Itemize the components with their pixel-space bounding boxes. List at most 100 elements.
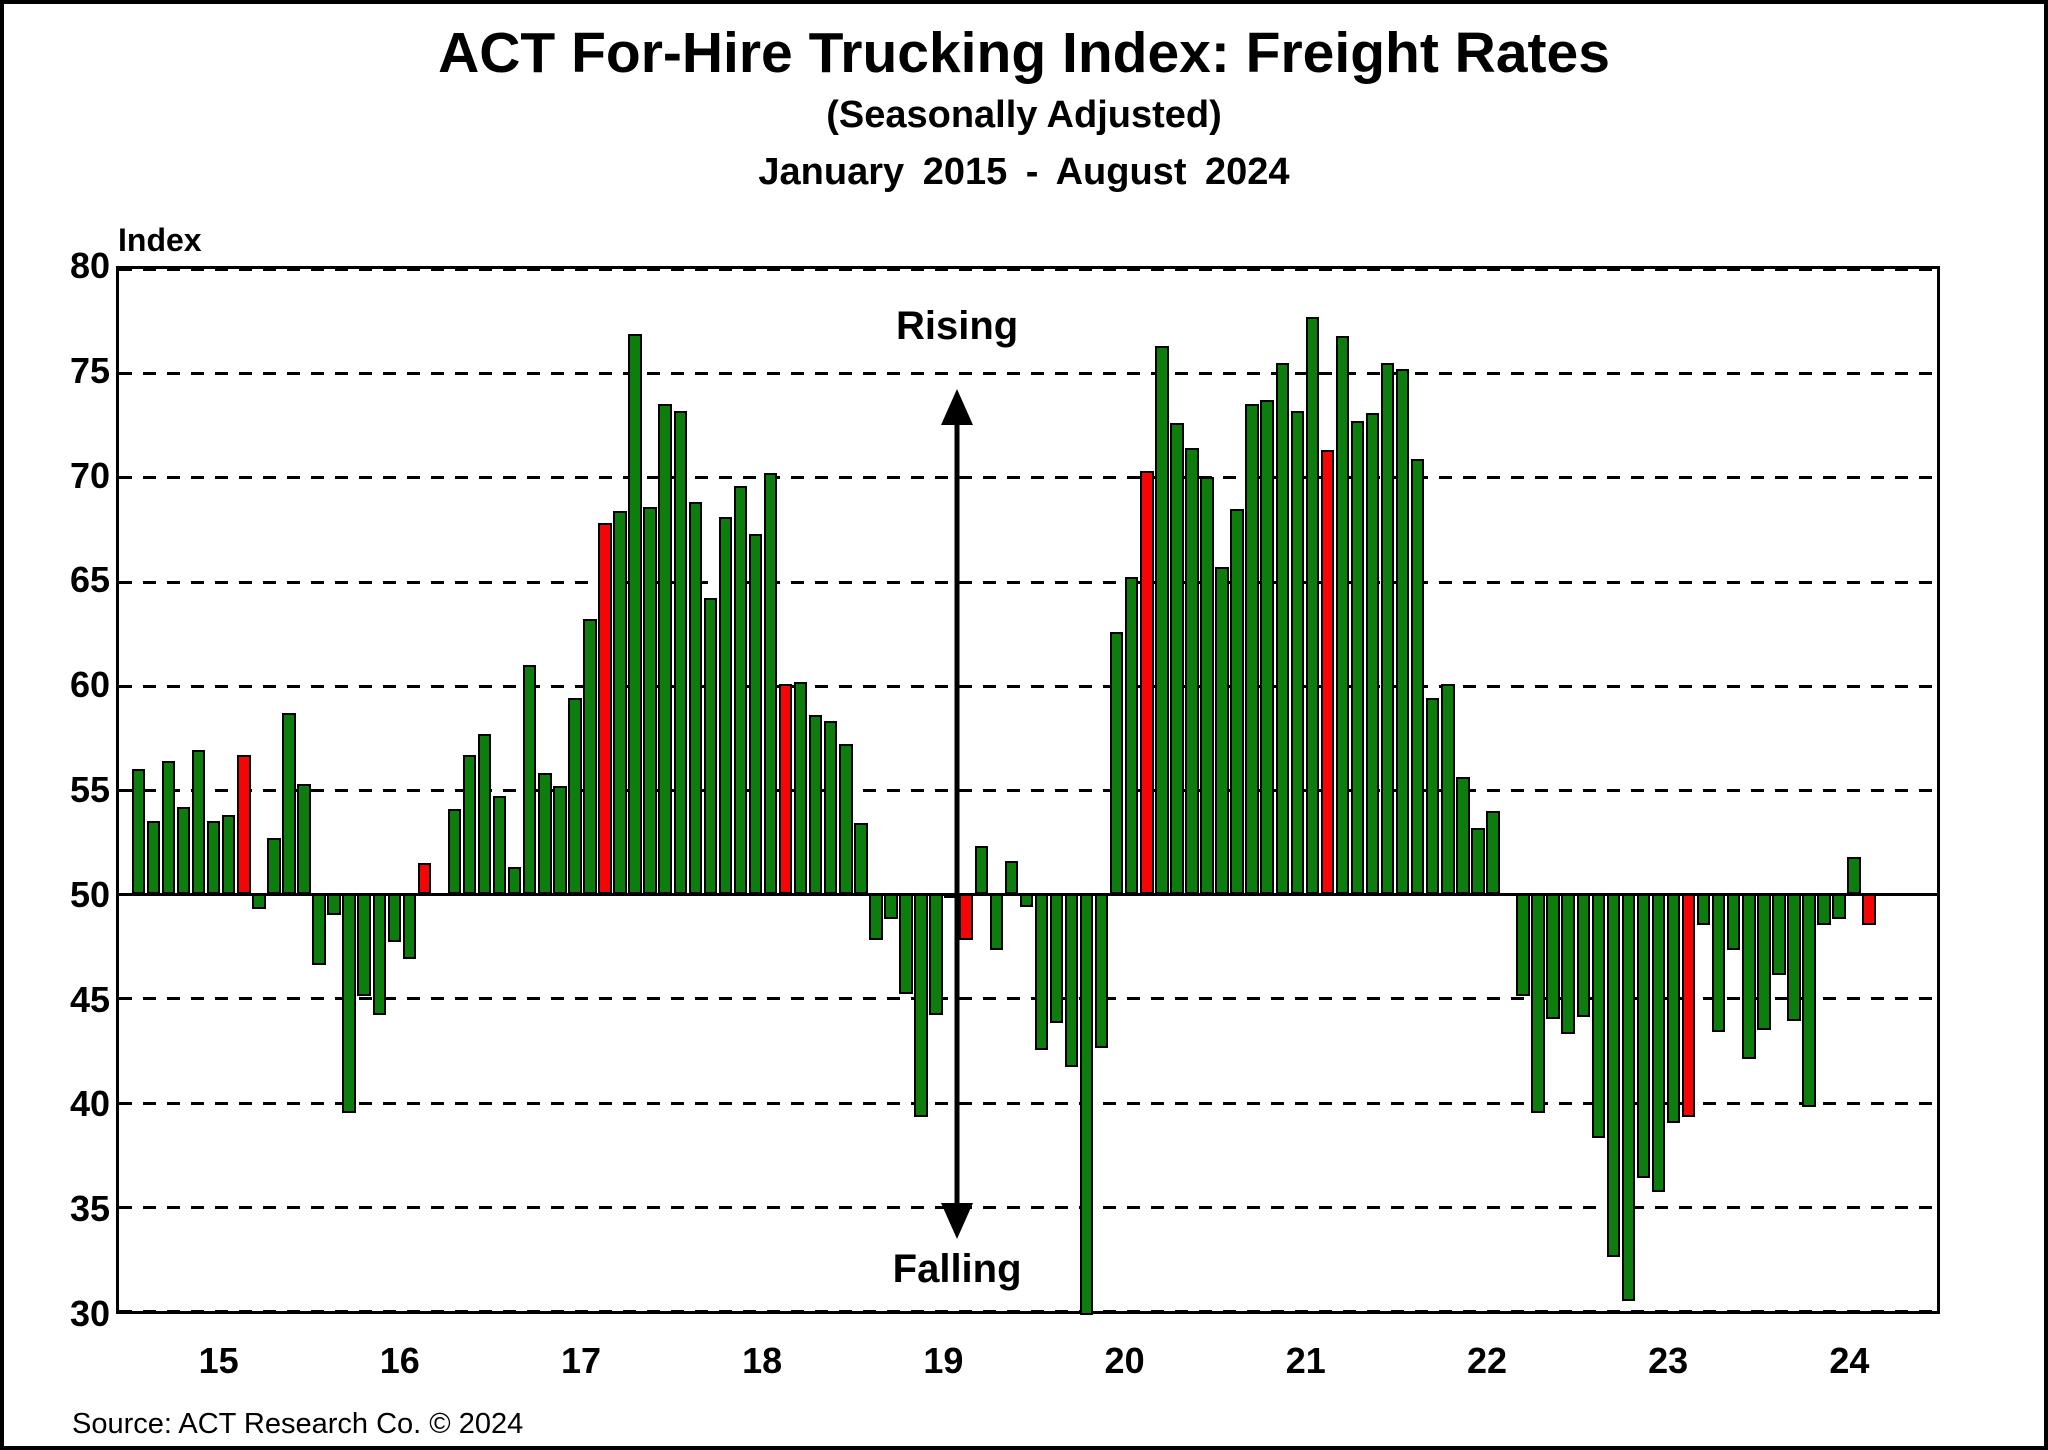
bar-2018-08	[778, 683, 793, 895]
gridline-30	[119, 1310, 1937, 1313]
bar-2019-06	[929, 894, 943, 1016]
bar-2022-07	[1486, 810, 1500, 895]
y-tick-70: 70	[69, 454, 110, 496]
x-tick-15: 15	[198, 1340, 239, 1381]
x-tick-20: 20	[1104, 1340, 1145, 1381]
x-tick-23: 23	[1648, 1340, 1689, 1381]
bar-2015-11	[282, 712, 296, 895]
bar-2021-06	[1290, 410, 1305, 895]
y-tick-65: 65	[69, 559, 110, 601]
bar-2021-04	[1260, 400, 1274, 895]
bar-2022-01	[1395, 369, 1410, 895]
bar-2018-10	[808, 714, 823, 895]
bar-2019-03	[884, 894, 898, 920]
bar-2023-08	[1681, 894, 1696, 1118]
bar-2016-07	[402, 894, 417, 959]
bar-2022-10	[1531, 894, 1545, 1113]
bar-2017-01	[492, 796, 507, 895]
bar-2015-07	[222, 815, 236, 895]
x-tick-21: 21	[1285, 1340, 1326, 1381]
y-axis-title: Index	[118, 222, 202, 258]
arrow-shaft	[954, 418, 960, 1210]
bar-2018-02	[688, 502, 703, 895]
bar-2020-05	[1094, 894, 1109, 1049]
bar-2018-07	[763, 473, 778, 895]
bar-2017-03	[523, 664, 537, 895]
plot-area: Rising Falling	[116, 266, 1940, 1316]
bar-2022-12	[1561, 894, 1575, 1034]
bar-2015-10	[267, 837, 281, 895]
bar-2023-12	[1742, 894, 1756, 1059]
bar-2021-10	[1350, 421, 1365, 895]
bar-2023-02	[1591, 894, 1606, 1138]
bar-2016-08	[417, 862, 432, 895]
bar-2015-06	[206, 821, 221, 895]
bar-2021-12	[1380, 362, 1395, 895]
bar-2023-06	[1651, 894, 1666, 1193]
gridline-35	[119, 1205, 1937, 1209]
bar-2016-11	[462, 754, 477, 895]
bar-2022-09	[1516, 894, 1530, 997]
bar-2019-09	[974, 846, 988, 895]
bar-2023-01	[1576, 894, 1590, 1018]
bar-2023-05	[1636, 894, 1651, 1178]
bar-2017-04	[538, 773, 552, 895]
bar-2024-01	[1757, 894, 1771, 1030]
gridline-65	[119, 580, 1937, 584]
bar-2015-01	[131, 769, 146, 895]
bar-2023-07	[1666, 894, 1681, 1124]
bar-2017-10	[628, 333, 642, 895]
arrow-down-icon	[941, 1203, 974, 1240]
bar-2024-02	[1772, 894, 1786, 976]
y-tick-55: 55	[69, 769, 110, 810]
y-axis-labels: 80 75 70 65 60 55 50 45 40 35 30	[4, 4, 110, 1446]
bar-2019-08	[959, 894, 973, 941]
bar-2022-03	[1426, 698, 1440, 895]
y-tick-35: 35	[69, 1188, 110, 1230]
bar-2016-01	[312, 894, 326, 966]
x-tick-17: 17	[560, 1340, 602, 1381]
bar-2018-11	[824, 721, 838, 895]
bar-2020-09	[1155, 346, 1169, 895]
bar-2017-05	[553, 785, 567, 895]
gridline-75	[119, 372, 1937, 376]
bar-2016-04	[357, 894, 371, 997]
bar-2018-03	[703, 598, 718, 895]
bar-2024-06	[1832, 894, 1846, 920]
x-tick-24: 24	[1829, 1340, 1870, 1381]
x-tick-22: 22	[1466, 1340, 1507, 1381]
bar-2015-09	[252, 894, 266, 909]
bar-2017-08	[598, 523, 612, 895]
bar-2024-07	[1847, 856, 1861, 895]
bar-2019-11	[1004, 860, 1019, 895]
y-tick-75: 75	[69, 349, 110, 391]
bar-2015-02	[146, 821, 161, 895]
bar-2018-01	[673, 410, 687, 895]
bar-2022-04	[1441, 683, 1455, 895]
bar-2015-05	[191, 750, 206, 895]
bar-2021-11	[1365, 412, 1380, 895]
bar-2022-11	[1546, 894, 1560, 1020]
bar-2022-05	[1456, 777, 1470, 895]
x-tick-19: 19	[923, 1340, 964, 1381]
bar-2019-12	[1019, 894, 1034, 907]
bar-2018-12	[839, 744, 853, 895]
bar-2016-12	[477, 733, 492, 895]
bar-2016-10	[447, 808, 462, 895]
bar-2020-04	[1079, 894, 1094, 1316]
bar-2017-09	[613, 510, 627, 895]
gridline-60	[119, 684, 1937, 688]
y-tick-40: 40	[69, 1083, 110, 1125]
chart-title: ACT For-Hire Trucking Index: Freight Rat…	[438, 21, 1610, 85]
bar-2021-03	[1245, 404, 1259, 895]
bar-2021-08	[1320, 450, 1335, 895]
bar-2022-02	[1410, 458, 1425, 895]
bar-2017-11	[643, 506, 657, 895]
bar-2024-05	[1817, 894, 1831, 926]
bar-2023-03	[1606, 894, 1621, 1257]
bar-2015-04	[176, 806, 191, 895]
bar-2015-03	[161, 760, 176, 895]
y-tick-80: 80	[69, 245, 110, 286]
bar-2018-06	[748, 533, 763, 895]
